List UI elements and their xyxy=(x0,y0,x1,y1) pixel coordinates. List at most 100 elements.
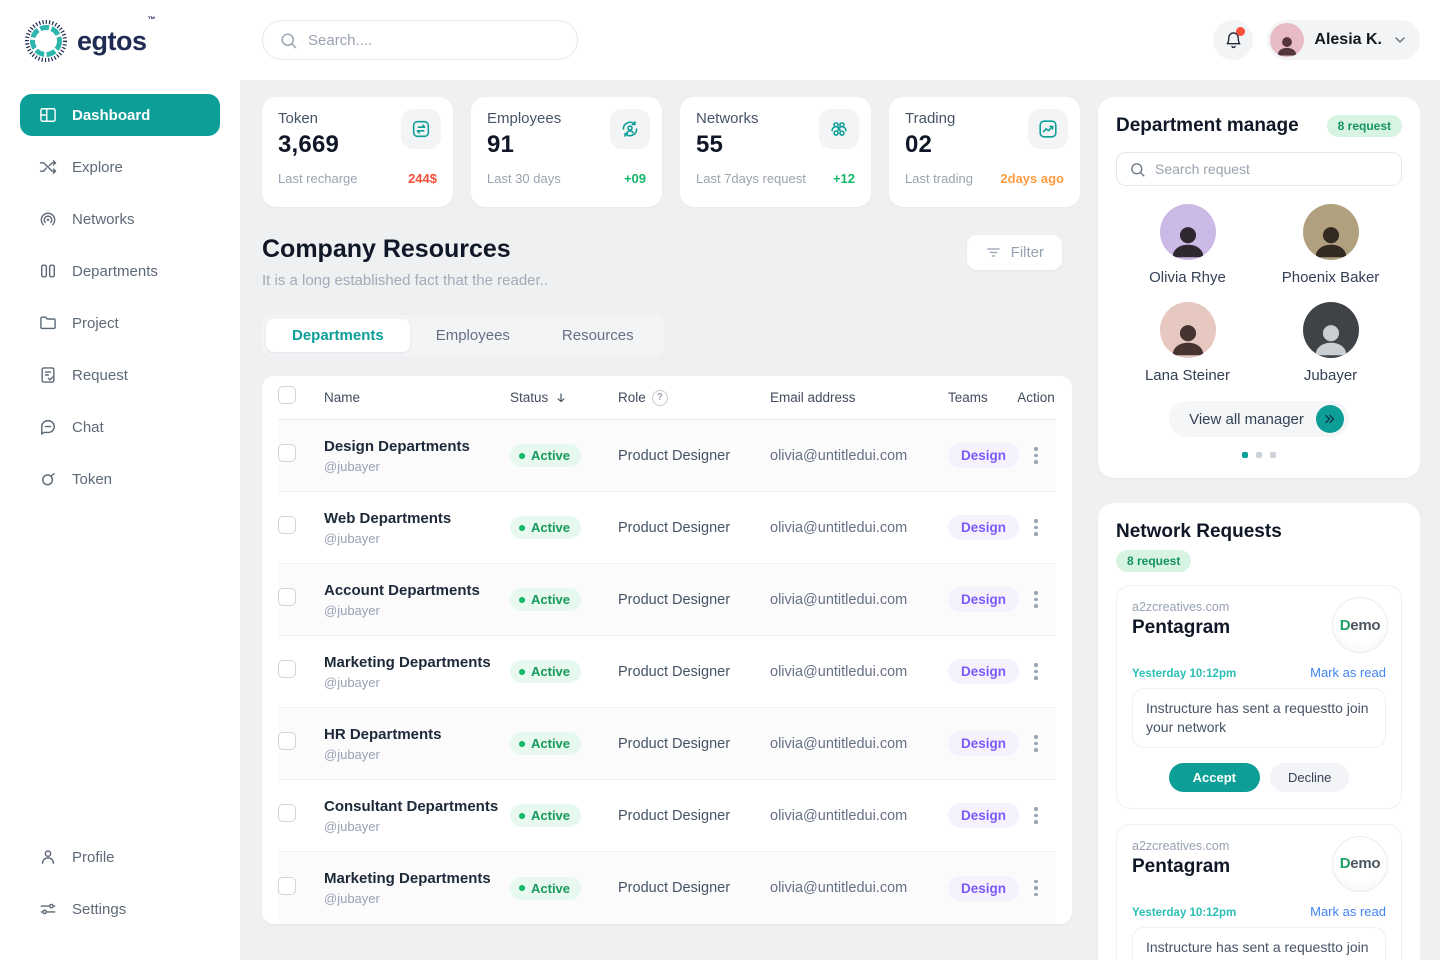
table-row: Design Departments @jubayer Active Produ… xyxy=(278,420,1056,492)
sidebar-item-chat[interactable]: Chat xyxy=(20,406,220,448)
manager-jubayer[interactable]: Jubayer xyxy=(1259,302,1402,384)
swap-icon xyxy=(401,109,441,149)
department-handle: @jubayer xyxy=(324,746,380,762)
sidebar-item-networks[interactable]: Networks xyxy=(20,198,220,240)
row-checkbox[interactable] xyxy=(278,732,296,750)
email-text: olivia@untitledui.com xyxy=(770,735,908,752)
team-badge: Design xyxy=(948,443,1020,468)
row-actions-kebab[interactable] xyxy=(1028,729,1044,758)
column-header-name[interactable]: Name xyxy=(324,390,361,405)
sidebar-item-profile[interactable]: Profile xyxy=(20,836,220,878)
request-domain: a2zcreatives.com xyxy=(1132,600,1230,614)
sidebar-item-label: Settings xyxy=(72,900,127,918)
status-badge: Active xyxy=(510,444,582,467)
chevron-down-icon xyxy=(1395,37,1405,43)
row-actions-kebab[interactable] xyxy=(1028,513,1044,542)
sidebar-item-project[interactable]: Project xyxy=(20,302,220,344)
status-badge: Active xyxy=(510,804,582,827)
user-name: Alesia K. xyxy=(1314,31,1382,48)
accept-button[interactable]: Accept xyxy=(1168,762,1260,792)
column-header-teams[interactable]: Teams xyxy=(948,390,988,405)
email-text: olivia@untitledui.com xyxy=(770,807,908,824)
pagination-dot[interactable] xyxy=(1270,452,1276,458)
sidebar-item-departments[interactable]: Departments xyxy=(20,250,220,292)
stat-delta: +12 xyxy=(832,171,855,186)
team-badge: Design xyxy=(948,659,1020,684)
bell-icon xyxy=(1226,31,1241,48)
pagination-dot[interactable] xyxy=(1242,452,1248,458)
decline-button[interactable]: Decline xyxy=(1270,762,1350,792)
sidebar-item-dashboard[interactable]: Dashboard xyxy=(20,94,220,136)
department-handle: @jubayer xyxy=(324,674,380,690)
page-title: Company Resources xyxy=(262,235,511,263)
team-badge: Design xyxy=(948,803,1020,828)
sidebar-item-settings[interactable]: Settings xyxy=(20,888,220,930)
main-area: Alesia K. Token 3,669 Last recharge 244$ xyxy=(240,0,1440,960)
request-sender-name: Pentagram xyxy=(1132,855,1231,877)
department-handle: @jubayer xyxy=(324,891,380,906)
manager-lana[interactable]: Lana Steiner xyxy=(1116,302,1259,384)
network-request-card: a2zcreatives.com Pentagram Demo Yesterda… xyxy=(1116,823,1402,960)
row-checkbox[interactable] xyxy=(278,444,296,462)
stat-card-token: Token 3,669 Last recharge 244$ xyxy=(262,97,453,207)
notifications-button[interactable] xyxy=(1213,20,1254,60)
user-icon xyxy=(41,850,55,864)
search-input[interactable] xyxy=(308,31,561,49)
table-row: Account Departments @jubayer Active Prod… xyxy=(278,564,1056,636)
user-avatar xyxy=(1270,23,1305,57)
sidebar-item-explore[interactable]: Explore xyxy=(20,146,220,188)
manager-olivia[interactable]: Olivia Rhye xyxy=(1116,204,1259,286)
row-actions-kebab[interactable] xyxy=(1028,874,1044,903)
row-checkbox[interactable] xyxy=(278,876,296,895)
row-actions-kebab[interactable] xyxy=(1028,657,1044,686)
stat-sub-label: Last recharge xyxy=(278,171,358,186)
view-all-manager-button[interactable]: View all manager xyxy=(1169,401,1349,437)
user-sync-icon xyxy=(610,109,650,149)
row-checkbox[interactable] xyxy=(278,804,296,822)
help-icon[interactable]: ? xyxy=(651,389,668,406)
demo-logo: Demo xyxy=(1332,835,1388,892)
role-text: Product Designer xyxy=(618,591,731,608)
sidebar-item-request[interactable]: Request xyxy=(20,354,220,396)
filter-lines-icon xyxy=(986,248,1000,257)
department-handle: @jubayer xyxy=(324,458,380,474)
broadcast-icon xyxy=(40,212,56,226)
column-header-email[interactable]: Email address xyxy=(770,390,856,405)
stat-card-networks: Networks 55 Last 7days request +12 xyxy=(680,97,871,207)
row-actions-kebab[interactable] xyxy=(1028,585,1044,614)
department-manage-panel: Department manage 8 request Olivia Rhye xyxy=(1098,97,1420,478)
row-checkbox[interactable] xyxy=(278,516,296,534)
mark-as-read-link[interactable]: Mark as read xyxy=(1310,665,1386,680)
status-badge: Active xyxy=(510,516,582,539)
folder-icon xyxy=(40,316,56,330)
row-checkbox[interactable] xyxy=(278,588,296,606)
stat-card-employees: Employees 91 Last 30 days +09 xyxy=(471,97,662,207)
select-all-checkbox[interactable] xyxy=(278,386,296,404)
row-checkbox[interactable] xyxy=(278,660,296,678)
manager-phoenix[interactable]: Phoenix Baker xyxy=(1259,204,1402,286)
sidebar-item-token[interactable]: Token xyxy=(20,458,220,500)
topbar: Alesia K. xyxy=(240,0,1440,80)
global-search[interactable] xyxy=(262,20,578,60)
sidebar-item-label: Dashboard xyxy=(72,106,151,124)
manager-name: Olivia Rhye xyxy=(1149,269,1226,286)
request-search-input[interactable] xyxy=(1155,161,1389,177)
request-search[interactable] xyxy=(1116,152,1402,186)
filter-button[interactable]: Filter xyxy=(966,235,1062,270)
tab-employees[interactable]: Employees xyxy=(410,319,536,352)
tab-departments[interactable]: Departments xyxy=(266,319,410,352)
column-header-role[interactable]: Role ? xyxy=(618,389,770,406)
stat-card-trading: Trading 02 Last trading 2days ago xyxy=(889,97,1080,207)
pagination-dot[interactable] xyxy=(1256,452,1262,458)
manager-name: Phoenix Baker xyxy=(1281,269,1380,286)
user-menu[interactable]: Alesia K. xyxy=(1267,20,1420,60)
tab-resources[interactable]: Resources xyxy=(536,319,660,352)
column-header-status[interactable]: Status xyxy=(510,390,618,405)
mark-as-read-link[interactable]: Mark as read xyxy=(1310,903,1386,919)
row-actions-kebab[interactable] xyxy=(1028,441,1044,470)
row-actions-kebab[interactable] xyxy=(1028,801,1044,830)
sidebar: egtos™ Dashboard Explore Networks Depart… xyxy=(0,0,240,960)
department-name: Marketing Departments xyxy=(324,653,491,671)
stat-label: Token xyxy=(278,110,319,127)
